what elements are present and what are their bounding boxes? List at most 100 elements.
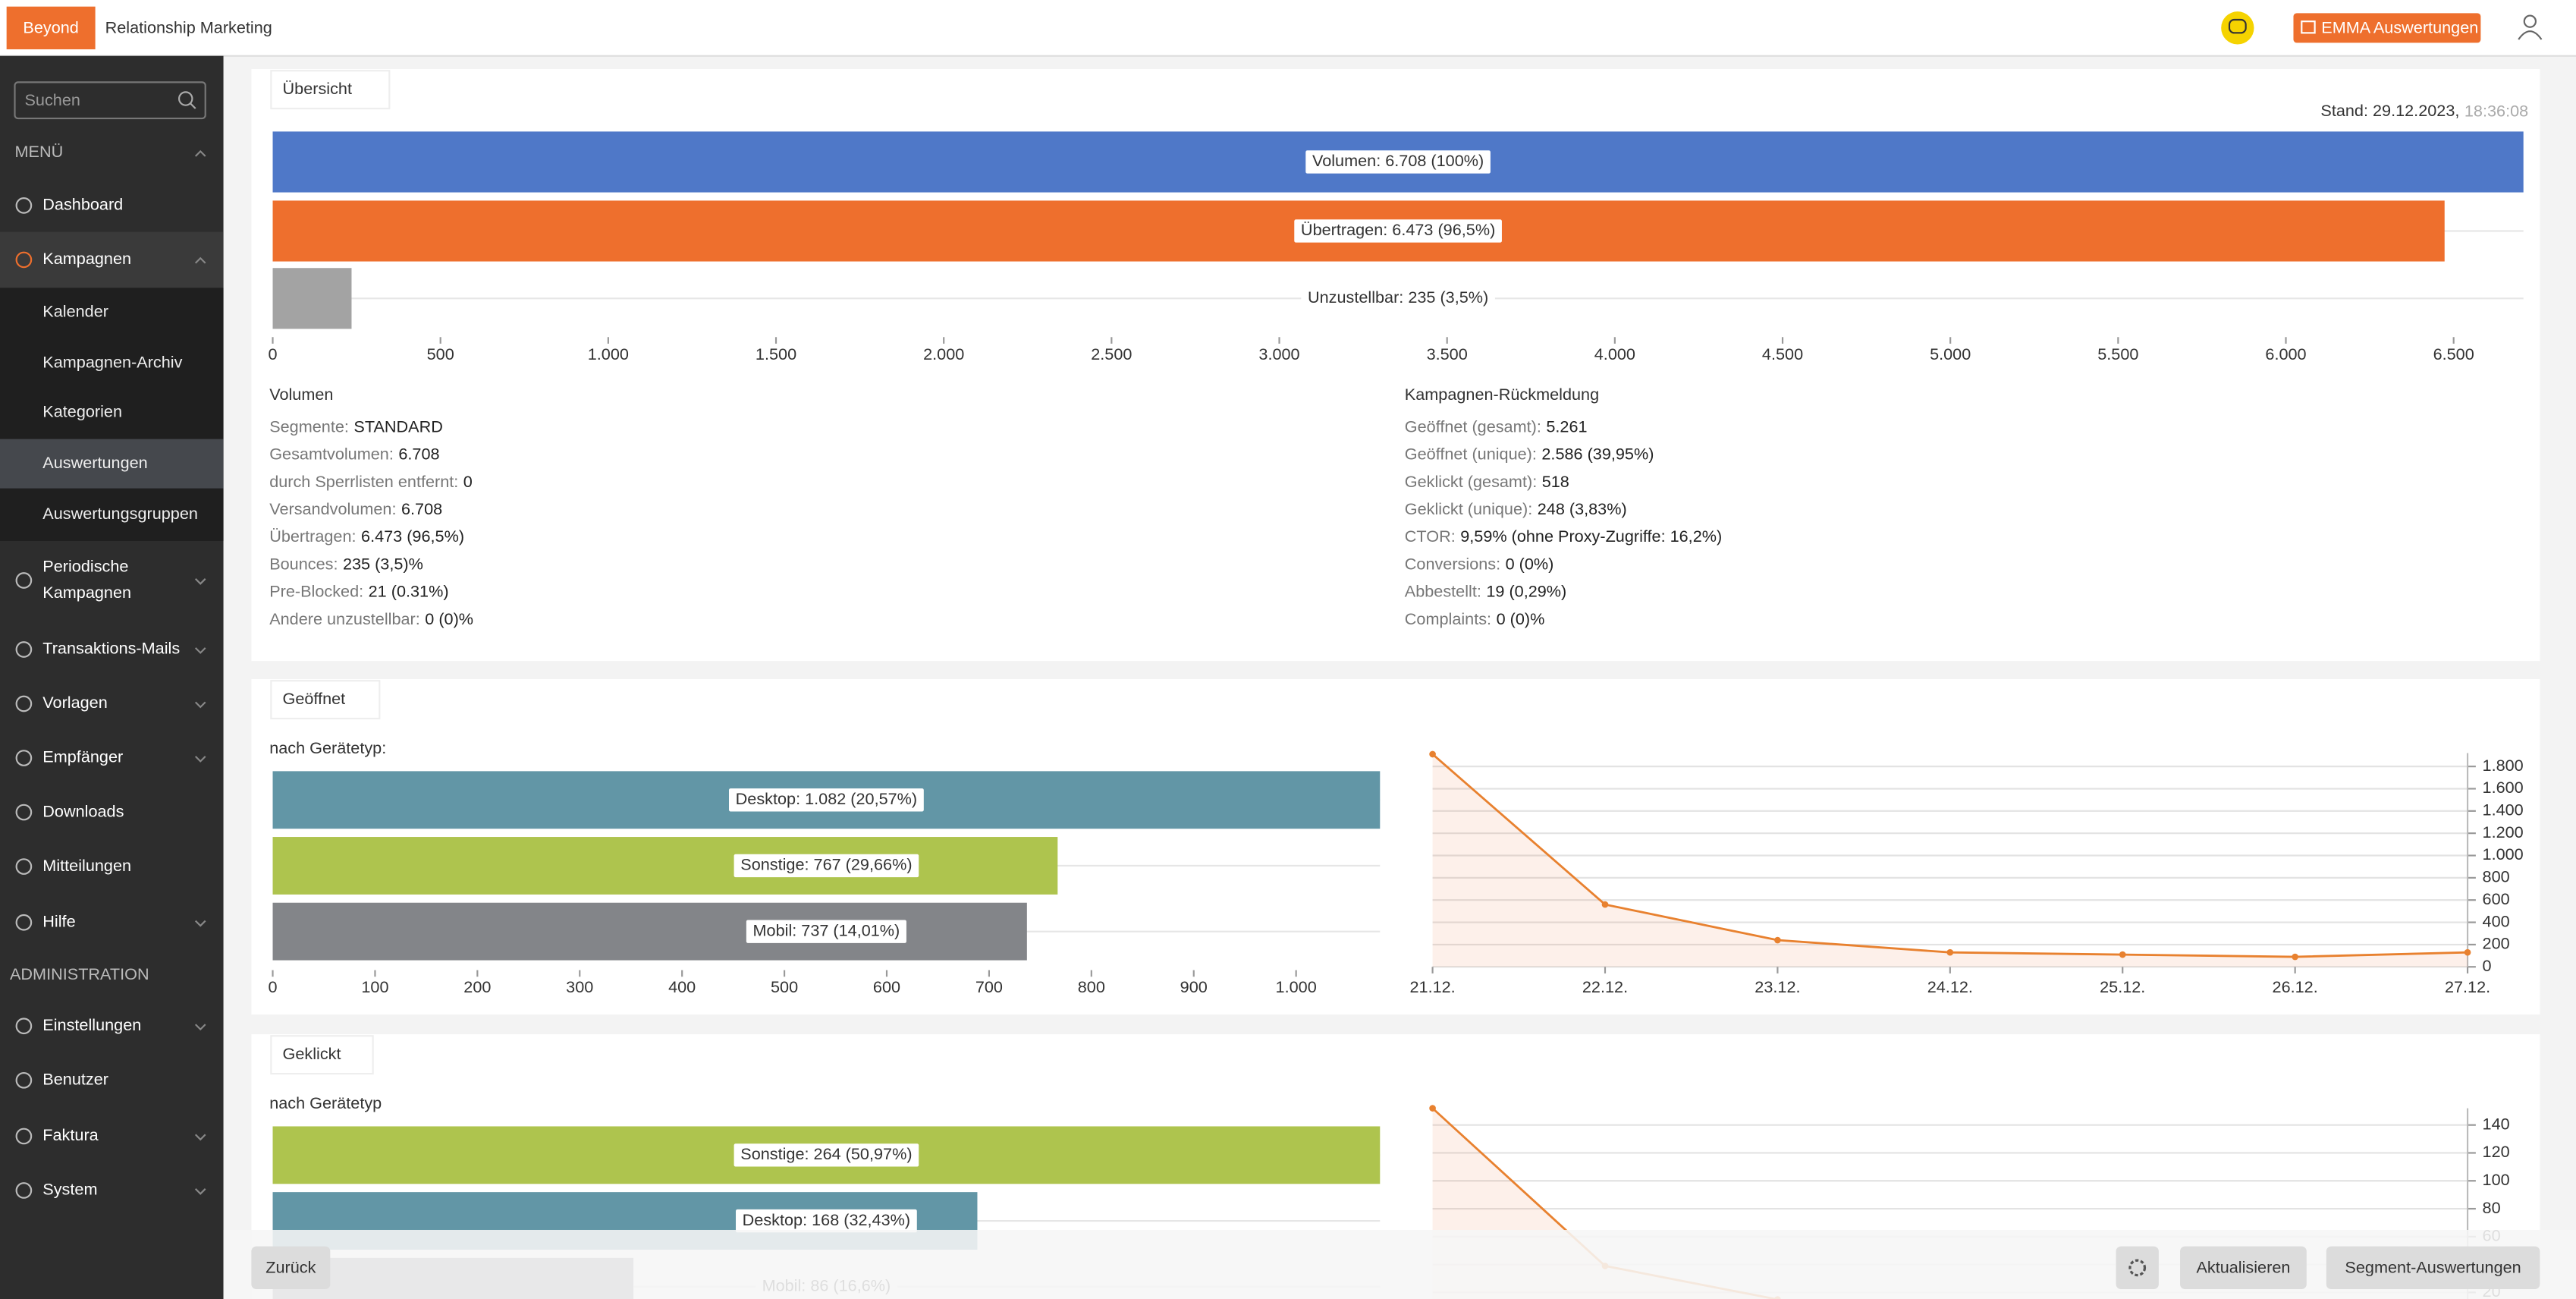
info-row: Andere unzustellbar: 0 (0)%	[269, 609, 473, 627]
info-label: Geöffnet (gesamt):	[1405, 417, 1541, 436]
user-head[interactable]	[2523, 14, 2537, 28]
menu-item[interactable]: Empfänger	[42, 747, 123, 766]
info-label: Geklickt (gesamt):	[1405, 472, 1537, 491]
x-tick-label: 900	[1180, 977, 1208, 996]
menu-item[interactable]: Dashboard	[42, 195, 123, 214]
bar-label: Volumen: 6.708 (100%)	[1312, 151, 1484, 170]
menu-item[interactable]: Kampagnen	[42, 583, 131, 602]
search-icon	[177, 91, 193, 106]
menu-icon	[15, 1128, 33, 1145]
point	[1429, 1105, 1436, 1112]
info-value: 0 (0)%	[425, 609, 473, 627]
info-value: 2.586 (39,95%)	[1541, 444, 1654, 463]
point	[1946, 948, 1954, 956]
submenu-item[interactable]: Auswertungsgruppen	[42, 504, 198, 523]
bar-label: Sonstige: 264 (50,97%)	[740, 1144, 912, 1163]
info-value: 0 (0)%	[1497, 609, 1545, 627]
subtitle: nach Gerätetyp	[269, 1093, 382, 1112]
x-tick-label: 3.000	[1258, 344, 1299, 363]
menu-item[interactable]: Hilfe	[42, 911, 75, 930]
chat-icon	[2228, 18, 2247, 34]
x-tick-label: 25.12.	[2100, 977, 2145, 996]
bar	[272, 902, 1027, 961]
menu-icon	[15, 695, 33, 712]
card-title: Übersicht	[283, 79, 352, 98]
info-label: Geklickt (unique):	[1405, 499, 1532, 518]
info-value: 0	[463, 472, 473, 491]
emma-button[interactable]	[2293, 13, 2481, 43]
menu-item[interactable]: System	[42, 1180, 97, 1199]
bar-label-background	[1305, 150, 1491, 174]
info-row: Pre-Blocked: 21 (0.31%)	[269, 581, 448, 600]
info-row: Versandvolumen: 6.708	[269, 499, 442, 518]
bar-label-background	[746, 920, 906, 943]
info-row: Geklickt (gesamt): 518	[1405, 472, 1569, 491]
menu-item[interactable]: Einstellungen	[42, 1015, 141, 1034]
info-label: Pre-Blocked:	[269, 581, 363, 600]
info-row: Conversions: 0 (0%)	[1405, 554, 1554, 573]
search-box[interactable]	[14, 81, 206, 120]
menu-chevron	[194, 256, 206, 264]
card-title: Geklickt	[283, 1044, 341, 1063]
info-row: Geöffnet (unique): 2.586 (39,95%)	[1405, 444, 1654, 463]
emma-icon	[2301, 20, 2316, 34]
y-tick-label: 100	[2483, 1170, 2510, 1189]
menu-item[interactable]: Transaktions-Mails	[42, 639, 180, 658]
segment-button-label: Segment-Auswertungen	[2345, 1258, 2521, 1277]
active-item	[0, 231, 224, 288]
point	[2464, 948, 2471, 956]
info-value: 5.261	[1546, 417, 1587, 436]
menu-item[interactable]: Benutzer	[42, 1069, 108, 1088]
segment-button[interactable]	[2326, 1246, 2540, 1289]
menu-icon	[15, 572, 33, 589]
card-tab	[270, 680, 381, 720]
info-value: 0 (0%)	[1506, 554, 1554, 573]
menu-icon	[15, 804, 33, 821]
back-button[interactable]	[251, 1246, 331, 1289]
bar-label: Übertragen: 6.473 (96,5%)	[1301, 220, 1495, 239]
info-value: 9,59% (ohne Proxy-Zugriffe: 16,2%)	[1460, 527, 1722, 546]
emma-label: EMMA Auswertungen	[2321, 18, 2478, 37]
card-tab	[270, 1035, 374, 1075]
menu-section: ADMINISTRATION	[10, 964, 149, 983]
info-row: durch Sperrlisten entfernt: 0	[269, 472, 473, 491]
menu-icon	[15, 251, 33, 269]
menu-item[interactable]: Downloads	[42, 801, 124, 820]
y-tick-label: 1.400	[2483, 800, 2524, 819]
info-label: CTOR:	[1405, 527, 1456, 546]
refresh-button-label: Aktualisieren	[2196, 1258, 2290, 1277]
menu-item[interactable]: Faktura	[42, 1125, 99, 1144]
x-tick-label: 4.500	[1762, 344, 1803, 363]
info-value: 235 (3,5)%	[343, 554, 423, 573]
info-row: Complaints: 0 (0)%	[1405, 609, 1545, 627]
logo: Beyond	[23, 18, 78, 37]
submenu-item[interactable]: Auswertungen	[42, 453, 147, 472]
bar-label-background	[736, 1209, 917, 1233]
submenu-item[interactable]: Kategorien	[42, 402, 122, 421]
timestamp-time: 18:36:08	[2464, 101, 2528, 120]
info-value: 248 (3,83%)	[1538, 499, 1627, 518]
column-title: Volumen	[269, 385, 333, 404]
x-tick-label: 100	[361, 977, 388, 996]
refresh-button[interactable]	[2180, 1246, 2307, 1289]
menu-item[interactable]: Mitteilungen	[42, 856, 131, 875]
info-label: durch Sperrlisten entfernt:	[269, 472, 458, 491]
x-tick-label: 500	[427, 344, 454, 363]
chat-button[interactable]	[2221, 11, 2254, 45]
info-row: Geklickt (unique): 248 (3,83%)	[1405, 499, 1627, 518]
info-label: Versandvolumen:	[269, 499, 396, 518]
submenu-item[interactable]: Kampagnen-Archiv	[42, 353, 182, 372]
menu-item[interactable]: Vorlagen	[42, 693, 107, 712]
submenu-item[interactable]: Kalender	[42, 301, 108, 320]
info-row: Übertragen: 6.473 (96,5%)	[269, 527, 464, 546]
menu-chevron	[194, 701, 206, 709]
menu-item[interactable]: Kampagnen	[42, 249, 131, 268]
menu-icon	[15, 1017, 33, 1035]
menu-icon	[15, 1182, 33, 1199]
settings-button[interactable]	[2116, 1246, 2159, 1289]
menu-item[interactable]: Periodische	[42, 556, 128, 575]
info-label: Geöffnet (unique):	[1405, 444, 1537, 463]
y-tick-label: 400	[2483, 911, 2510, 930]
back-button-label: Zurück	[265, 1258, 316, 1277]
x-tick-label: 27.12.	[2445, 977, 2490, 996]
